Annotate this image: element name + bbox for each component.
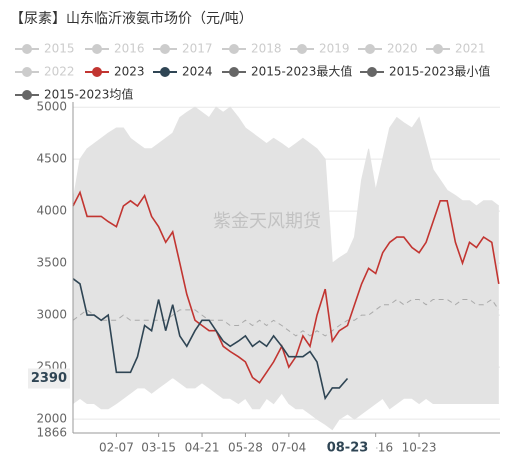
legend-label: 2015-2023均值	[44, 87, 133, 102]
chart-title: 【尿素】山东临沂液氨市场价（元/吨）	[10, 10, 253, 27]
series-line	[72, 190, 500, 384]
legend-icon	[229, 67, 239, 77]
y-tick-label: 4500	[36, 152, 67, 166]
legend-icon	[92, 67, 102, 77]
legend-icon	[22, 67, 32, 77]
legend-label: 2024	[182, 65, 213, 79]
x-tick-label: 02-07	[99, 441, 134, 455]
legend-icon	[160, 44, 170, 54]
legend-item[interactable]: 2019	[290, 42, 350, 56]
legend-label: 2023	[114, 65, 145, 79]
x-tick-label: 03-15	[141, 441, 176, 455]
legend-label: 2016	[114, 42, 145, 56]
x-tick-label: 04-21	[185, 441, 220, 455]
legend-item[interactable]: 2024	[153, 65, 213, 79]
legend-item[interactable]: 2015	[15, 42, 75, 56]
legend-icon	[365, 44, 375, 54]
x-tick-label: 07-04	[271, 441, 306, 455]
legend-item[interactable]: 2018	[222, 42, 282, 56]
legend-item[interactable]: 2016	[85, 42, 145, 56]
crosshair-x-label: 08-23	[327, 441, 369, 456]
legend-item[interactable]: 2015-2023最大值	[222, 64, 352, 79]
series-line	[72, 376, 499, 431]
y-tick-label: 2000	[36, 412, 67, 426]
y-tick-label: 4000	[36, 204, 67, 218]
watermark: 紫金天风期货	[213, 211, 321, 232]
legend-icon	[229, 44, 239, 54]
y-tick-label: 5000	[36, 100, 67, 114]
legend-item[interactable]: 2021	[426, 42, 486, 56]
series-line	[72, 278, 349, 401]
y-tick-label: 1866	[36, 426, 67, 440]
y-tick-label: 3500	[36, 256, 67, 270]
legend-item[interactable]: 2020	[358, 42, 418, 56]
legend-icon	[297, 44, 307, 54]
y-tick-label: 3000	[36, 308, 67, 322]
legend-item[interactable]: 2015-2023最小值	[360, 64, 490, 79]
legend-label: 2015-2023最小值	[389, 64, 490, 79]
legend-label: 2019	[319, 42, 350, 56]
legend-item[interactable]: 2015-2023均值	[15, 87, 133, 102]
legend-label: 2022	[44, 65, 75, 79]
legend-item[interactable]: 2023	[85, 65, 145, 79]
crosshair-y-box	[28, 368, 70, 389]
crosshair-x-box	[318, 438, 377, 458]
range-band	[73, 107, 499, 430]
legend-label: 2018	[251, 42, 282, 56]
legend-label: 2017	[182, 42, 213, 56]
legend-label: 2015-2023最大值	[251, 64, 352, 79]
x-tick-label: 10-23	[402, 441, 437, 455]
series-line	[72, 106, 500, 265]
legend-icon	[22, 44, 32, 54]
legend-label: 2015	[44, 42, 75, 56]
legend-label: 2020	[387, 42, 418, 56]
legend-icon	[92, 44, 102, 54]
legend-icon	[433, 44, 443, 54]
legend-label: 2021	[455, 42, 486, 56]
legend-icon	[22, 90, 32, 100]
crosshair-y-label: 2390	[31, 371, 67, 386]
x-tick-label: 05-28	[228, 441, 263, 455]
legend-item[interactable]: 2017	[153, 42, 213, 56]
legend-icon	[160, 67, 170, 77]
legend-item[interactable]: 2022	[15, 65, 75, 79]
legend-icon	[367, 67, 377, 77]
